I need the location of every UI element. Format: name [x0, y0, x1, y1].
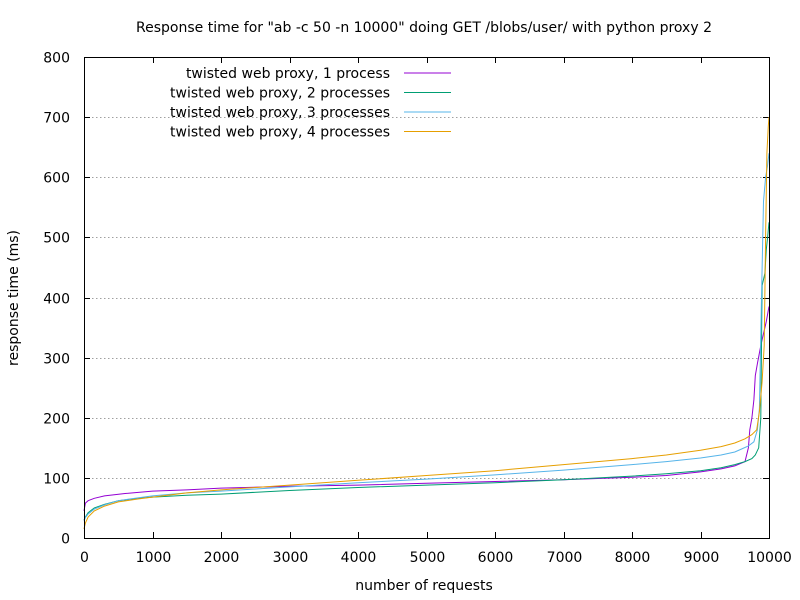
- y-tick-labels: 0 100 200 300 400 500 600 700 800: [43, 51, 70, 548]
- x-tick-label: 1000: [136, 550, 172, 566]
- series-line-4: [83, 117, 770, 530]
- legend-label-2: twisted web proxy, 2 processes: [170, 86, 390, 102]
- x-tick-label: 6000: [478, 550, 514, 566]
- series-line-3: [83, 153, 770, 522]
- y-tick-label: 600: [43, 171, 70, 187]
- x-tick-labels: 0 1000 2000 3000 4000 5000 6000 7000 8000 9000 100…: [80, 550, 792, 566]
- y-tick-label: 400: [43, 292, 70, 308]
- x-axis-label: number of requests: [355, 578, 493, 594]
- x-tick-label: 3000: [273, 550, 309, 566]
- y-tick-label: 500: [43, 231, 70, 247]
- y-tick-label: 0: [61, 532, 70, 548]
- x-tick-label: 10000: [747, 550, 792, 566]
- x-tick-label: 9000: [684, 550, 720, 566]
- plot-frame: [84, 57, 770, 539]
- y-tick-label: 300: [43, 352, 70, 368]
- legend: twisted web proxy, 1 process twisted web …: [170, 66, 451, 141]
- series-lines: [83, 117, 770, 530]
- x-tick-label: 7000: [547, 550, 583, 566]
- y-axis-label: response time (ms): [6, 230, 22, 366]
- y-tick-label: 800: [43, 51, 70, 67]
- y-tick-label: 700: [43, 111, 70, 127]
- x-tick-label: 5000: [410, 550, 446, 566]
- x-tick-label: 2000: [204, 550, 240, 566]
- legend-label-1: twisted web proxy, 1 process: [186, 66, 390, 82]
- y-tick-label: 100: [43, 472, 70, 488]
- legend-label-4: twisted web proxy, 4 processes: [170, 125, 390, 141]
- x-tick-label: 0: [80, 550, 89, 566]
- chart-title: Response time for "ab -c 50 -n 10000" do…: [136, 20, 712, 36]
- series-line-1: [83, 306, 770, 511]
- legend-label-3: twisted web proxy, 3 processes: [170, 105, 390, 121]
- x-tick-label: 8000: [615, 550, 651, 566]
- x-tick-label: 4000: [341, 550, 377, 566]
- y-tick-label: 200: [43, 412, 70, 428]
